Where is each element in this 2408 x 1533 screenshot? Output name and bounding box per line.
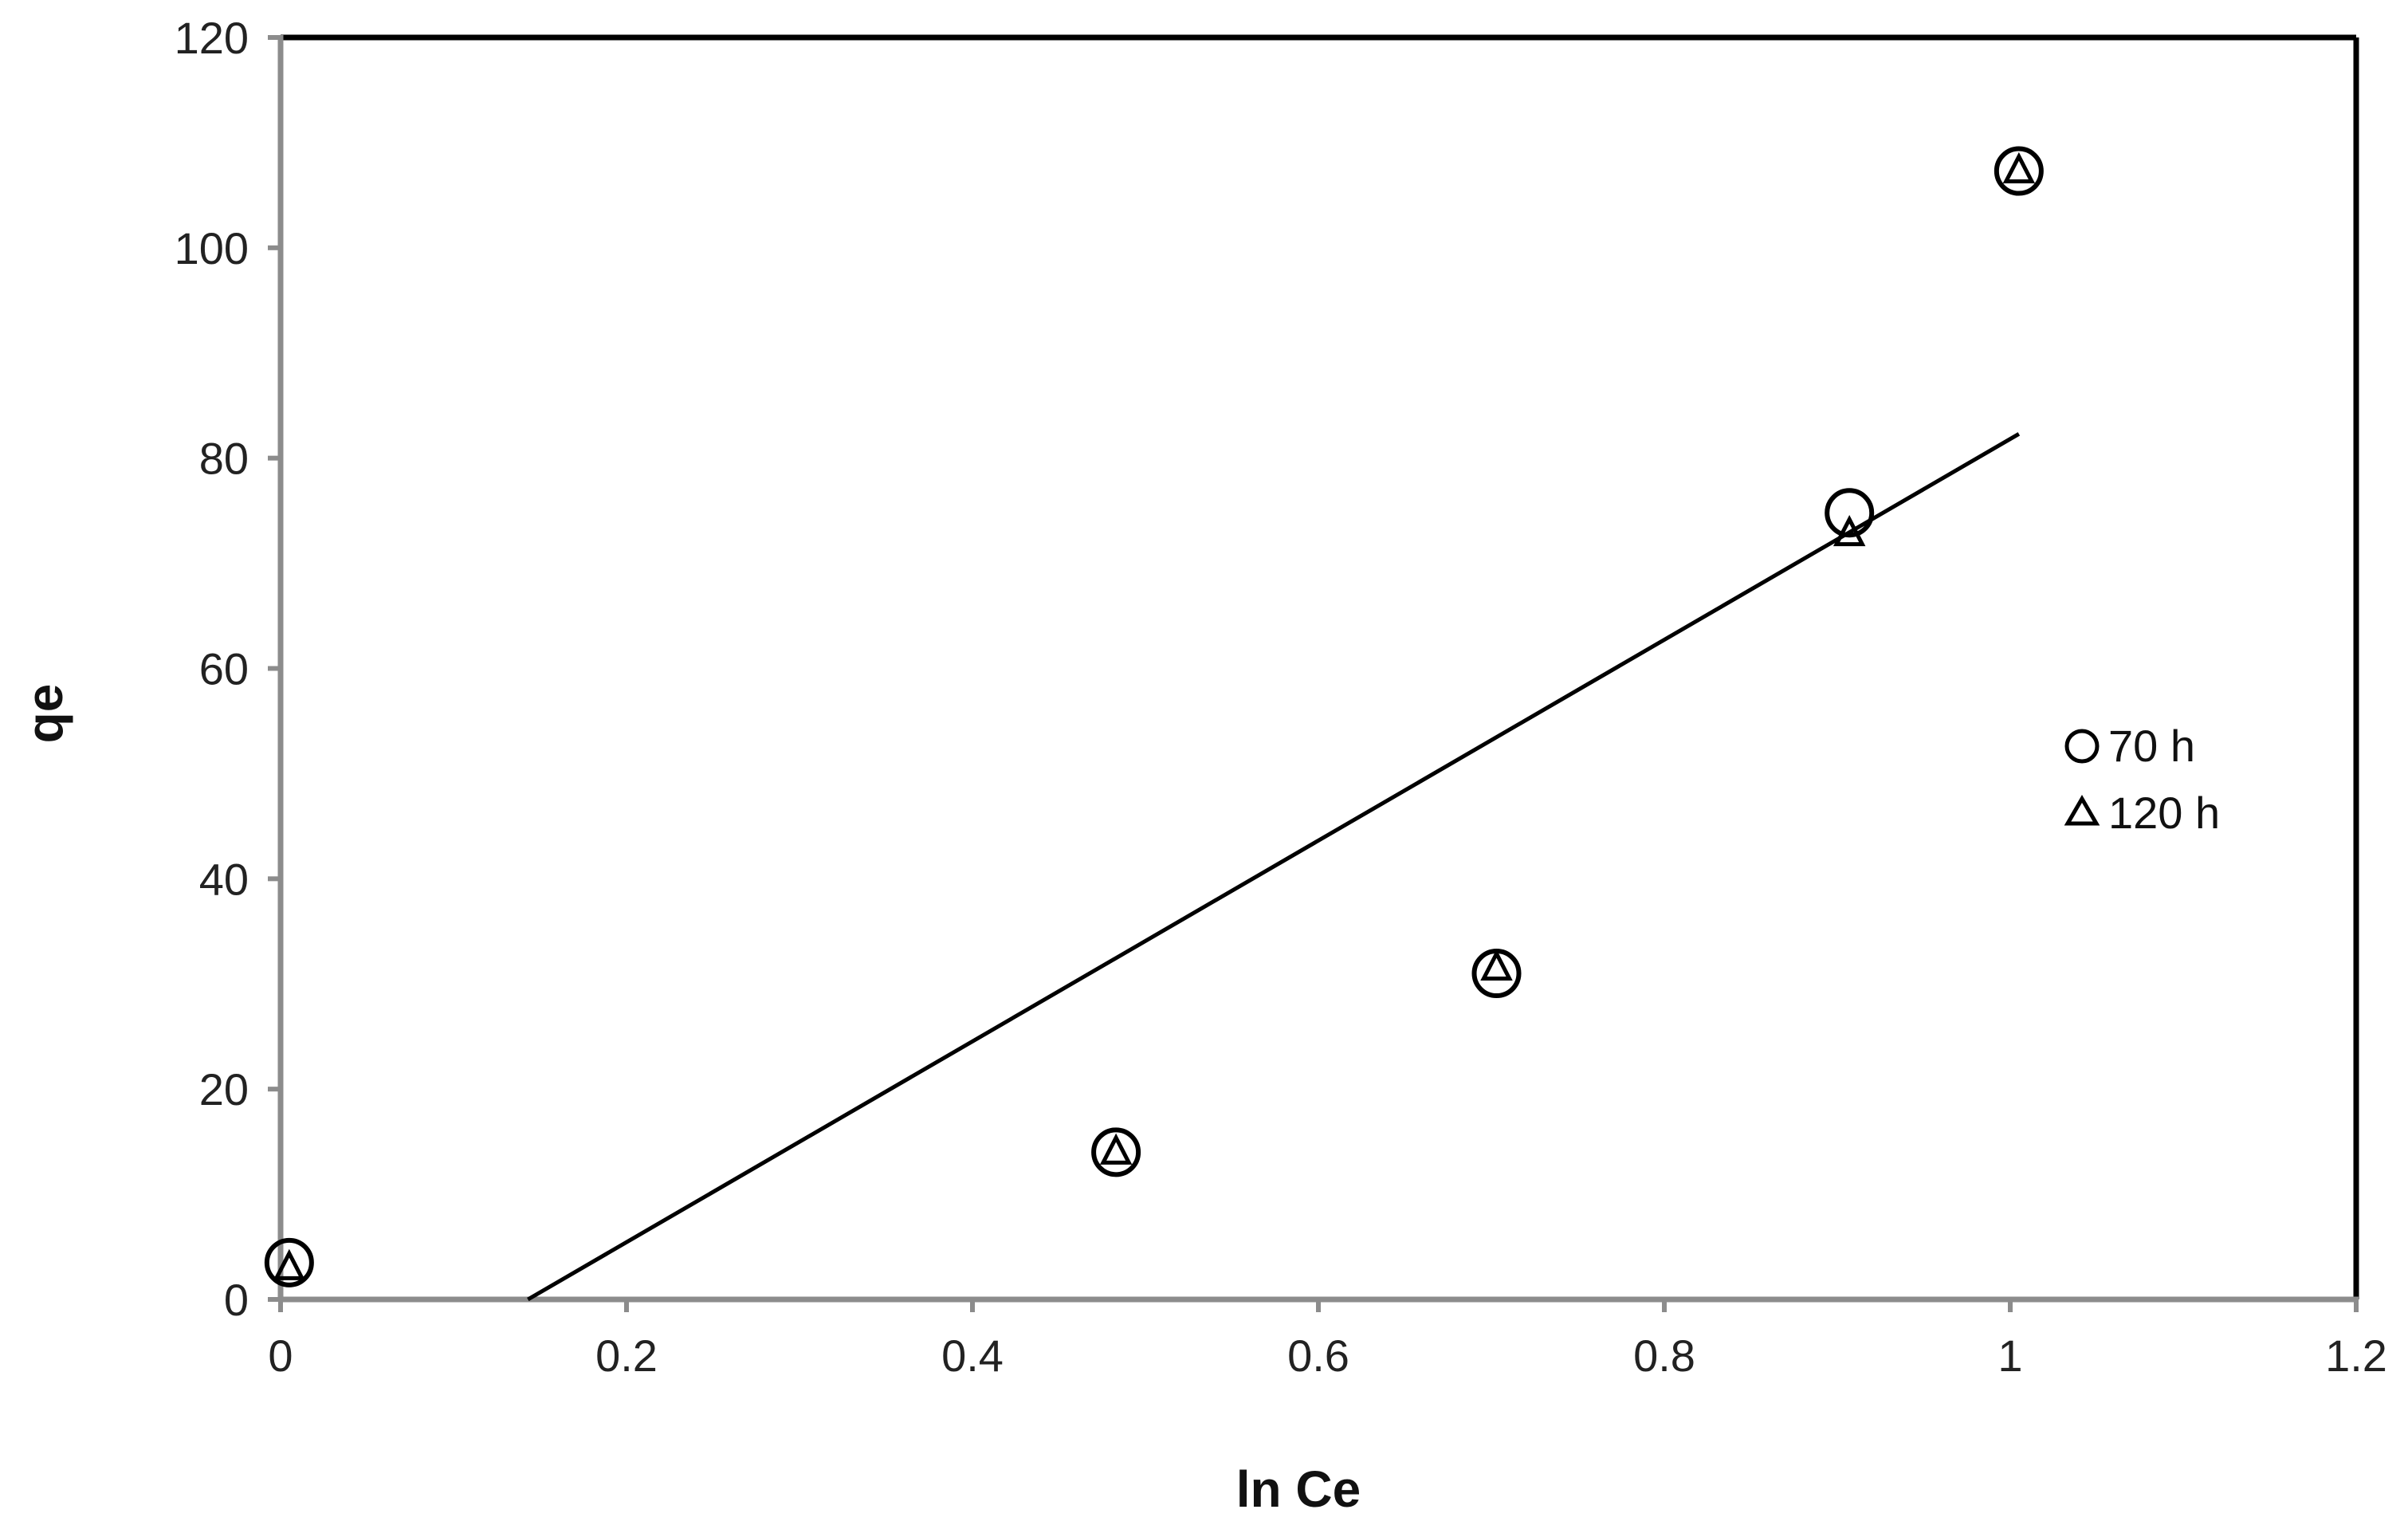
x-tick-label: 0.8 xyxy=(1633,1331,1695,1381)
data-point-70h xyxy=(1091,1127,1141,1177)
data-point-70h xyxy=(1825,488,1875,538)
data-points-layer xyxy=(264,146,2044,1287)
x-tick-label: 0 xyxy=(268,1331,293,1381)
legend-label-70h: 70 h xyxy=(2108,721,2195,771)
y-axis-title: qe xyxy=(16,684,73,744)
y-tick-label: 40 xyxy=(199,854,249,904)
x-tick-label: 1.2 xyxy=(2325,1331,2387,1381)
y-tick-label: 0 xyxy=(224,1275,249,1325)
data-point-120h xyxy=(1833,515,1866,547)
y-axis-ticks: 0 20 40 60 80 100 120 xyxy=(175,13,281,1325)
y-tick-label: 60 xyxy=(199,644,249,694)
x-tick-label: 0.4 xyxy=(941,1331,1004,1381)
y-tick-label: 100 xyxy=(175,223,249,273)
x-axis-ticks: 0 0.2 0.4 0.6 0.8 1 1.2 xyxy=(268,1299,2387,1381)
x-tick-label: 0.2 xyxy=(595,1331,658,1381)
legend-marker-70h xyxy=(2064,729,2100,764)
trendline-layer xyxy=(527,432,2021,1302)
trendline xyxy=(527,432,2021,1302)
legend-marker-120h xyxy=(2064,795,2100,826)
x-axis-title: ln Ce xyxy=(1236,1460,1361,1518)
data-point-120h xyxy=(2002,151,2036,184)
y-tick-label: 120 xyxy=(175,13,249,63)
y-tick-label: 80 xyxy=(199,434,249,484)
y-tick-label: 20 xyxy=(199,1064,249,1114)
x-tick-label: 0.6 xyxy=(1287,1331,1349,1381)
legend-label-120h: 120 h xyxy=(2108,788,2220,838)
data-point-120h xyxy=(1480,949,1513,981)
data-point-70h xyxy=(264,1237,314,1287)
x-tick-label: 1 xyxy=(1998,1331,2022,1381)
data-point-120h xyxy=(1099,1133,1133,1165)
data-point-120h xyxy=(273,1248,306,1280)
data-point-70h xyxy=(1994,146,2044,196)
legend: 70 h 120 h xyxy=(2064,721,2220,838)
